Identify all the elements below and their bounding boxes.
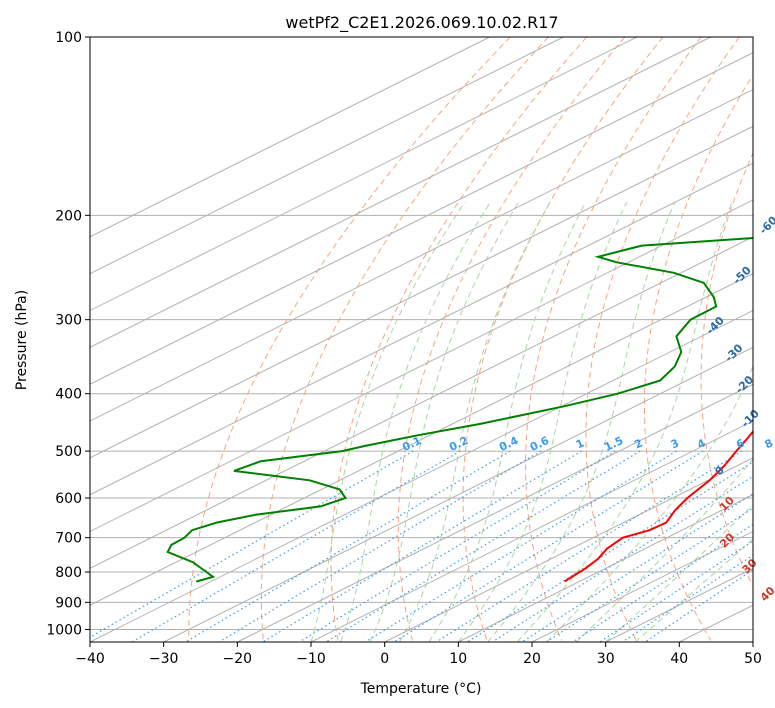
mixing-ratio-line [572, 523, 753, 642]
isotherm-line [237, 383, 753, 642]
plot-frame [89, 36, 754, 643]
isotherm-line [458, 494, 753, 642]
y-tick-label: 700 [55, 531, 82, 547]
isotherm-line [90, 162, 753, 496]
isotherm-line [90, 309, 753, 642]
dry-adiabat-line [643, 73, 753, 641]
isotherm-line [531, 530, 753, 642]
mixing-ratio-line [131, 450, 461, 642]
dry-adiabat-line [525, 37, 702, 641]
dry-adiabat-line [188, 37, 511, 641]
y-tick-label: 600 [55, 491, 82, 507]
x-tick-label: −40 [75, 651, 105, 667]
x-tick-label: 50 [744, 651, 762, 667]
isotherm-line [90, 37, 638, 312]
dewpoint-profile-line [166, 236, 753, 583]
isotherm-line [163, 346, 753, 642]
isotherm-line [90, 199, 753, 533]
x-tick-label: −10 [296, 651, 326, 667]
moist-adiabat-line [457, 201, 628, 642]
moist-adiabat-line [516, 201, 733, 642]
chart-title: wetPf2_C2E1.2026.069.10.02.R17 [285, 13, 558, 33]
isotherm-line [90, 273, 753, 606]
isotherm-line [90, 37, 564, 275]
mixing-ratio-line [521, 493, 753, 642]
moist-adiabat-line [340, 201, 491, 642]
y-tick-label: 800 [55, 565, 82, 581]
isotherm-line [90, 37, 490, 238]
x-tick-label: −30 [149, 651, 179, 667]
axes: −40 −30 −20 −10 0 10 20 30 40 50 100 200 300 400 500 60… [46, 30, 762, 667]
y-tick-label: 500 [55, 444, 82, 460]
dry-adiabat-line [462, 37, 664, 641]
isotherm-line [310, 420, 753, 642]
isotherm-line [90, 236, 753, 569]
moist-adiabat-line [369, 201, 520, 642]
x-tick-label: 20 [523, 651, 541, 667]
y-tick-label: 100 [55, 30, 82, 46]
x-tick-label: 40 [670, 651, 688, 667]
dry-adiabat-line [397, 37, 626, 641]
profile-lines [166, 236, 753, 583]
dry-adiabat-line [330, 37, 587, 641]
x-axis-label: Temperature (°C) [360, 681, 482, 697]
x-tick-label: 10 [449, 651, 467, 667]
x-tick-label: 30 [597, 651, 615, 667]
mixing-ratio-line [185, 450, 511, 642]
dry-adiabat-line [260, 37, 549, 641]
isotherm-line [90, 37, 711, 348]
moist-adiabat-line [487, 201, 676, 642]
isotherm-line [90, 125, 753, 459]
mixing-ratio-line [298, 450, 616, 642]
background-lines [90, 37, 753, 642]
y-tick-label: 1000 [46, 622, 82, 638]
isotherm-line [90, 52, 753, 385]
y-tick-label: 200 [55, 208, 82, 224]
moist-adiabat-line [428, 201, 587, 642]
y-tick-label: 300 [55, 313, 82, 329]
isotherm-line [90, 88, 753, 422]
mixing-ratio-line [436, 450, 743, 642]
moist-adiabat-line [575, 458, 753, 642]
x-tick-label: −20 [223, 651, 253, 667]
y-axis-label: Pressure (hPa) [14, 290, 30, 390]
mixing-ratio-line [90, 450, 414, 639]
dry-adiabat-line [585, 37, 740, 641]
isotherm-line [384, 457, 753, 642]
x-tick-label: 0 [380, 651, 389, 667]
temperature-profile-line [564, 430, 753, 583]
y-tick-label: 900 [55, 595, 82, 611]
mixing-ratio-line [491, 475, 753, 642]
moist-adiabat-line [546, 364, 753, 642]
y-tick-label: 400 [55, 387, 82, 403]
mixing-ratio-line [364, 450, 677, 642]
mixing-ratio-line [218, 450, 542, 642]
dry-adiabat-line [700, 151, 753, 588]
